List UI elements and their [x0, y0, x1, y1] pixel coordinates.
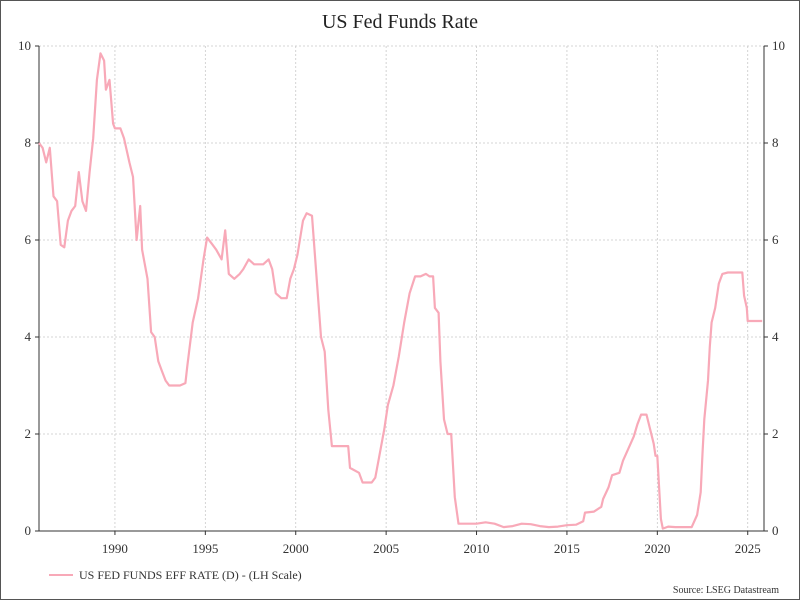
y-tick-label-right: 6	[772, 232, 779, 247]
source-note: Source: LSEG Datastream	[673, 585, 779, 596]
chart-title: US Fed Funds Rate	[322, 11, 478, 33]
x-tick-label: 2010	[464, 541, 490, 556]
x-tick-label: 2025	[735, 541, 761, 556]
x-tick-label: 2000	[283, 541, 309, 556]
y-tick-label-right: 2	[772, 426, 779, 441]
y-tick-label-left: 2	[25, 426, 32, 441]
legend: US FED FUNDS EFF RATE (D) - (LH Scale)	[49, 568, 302, 582]
legend-label: US FED FUNDS EFF RATE (D) - (LH Scale)	[79, 568, 302, 582]
y-tick-label-left: 4	[25, 329, 32, 344]
series-layer	[38, 52, 763, 530]
x-tick-label: 1990	[102, 541, 128, 556]
y-tick-label-right: 4	[772, 329, 779, 344]
x-tick-label: 2005	[373, 541, 399, 556]
x-tick-label: 2015	[554, 541, 580, 556]
y-tick-label-left: 0	[25, 523, 32, 538]
series-line-fed-funds-rate	[38, 52, 763, 530]
y-tick-label-right: 8	[772, 135, 779, 150]
tick-labels: 0 0 2 2 4 4 6 6 8 8 10 10 1990 1995 2000 2005 2010 2015 20…	[18, 38, 785, 556]
grid	[39, 45, 764, 532]
y-tick-label-left: 10	[18, 38, 31, 53]
y-tick-label-right: 10	[772, 38, 785, 53]
y-tick-label-right: 0	[772, 523, 779, 538]
x-tick-label: 1995	[192, 541, 218, 556]
y-tick-label-left: 8	[25, 135, 32, 150]
x-tick-label: 2020	[644, 541, 670, 556]
axes	[35, 45, 768, 535]
y-tick-label-left: 6	[25, 232, 32, 247]
